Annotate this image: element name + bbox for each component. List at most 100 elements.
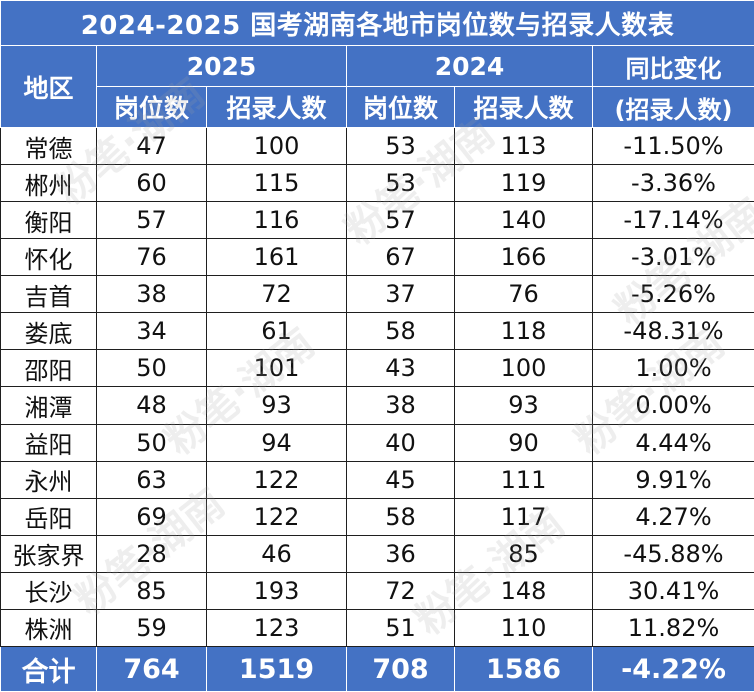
cell-positions-2025: 85 — [96, 571, 207, 610]
cell-yoy: 1.00% — [591, 349, 754, 388]
cell-recruits-2025: 123 — [206, 608, 347, 648]
cell-recruits-2025: 93 — [206, 386, 347, 425]
cell-positions-2025: 69 — [96, 497, 207, 536]
cell-region: 邵阳 — [0, 349, 97, 388]
header-yoy: 同比变化 — [591, 45, 754, 87]
total-positions-2025: 764 — [96, 646, 207, 692]
cell-yoy: -17.14% — [591, 201, 754, 240]
cell-positions-2025: 59 — [96, 608, 207, 648]
cell-recruits-2025: 122 — [206, 460, 347, 499]
cell-region: 张家界 — [0, 534, 97, 573]
table-row: 益阳 50 94 40 90 4.44% — [0, 423, 754, 462]
cell-region: 郴州 — [0, 164, 97, 203]
cell-recruits-2024: 111 — [454, 460, 593, 499]
cell-yoy: 11.82% — [591, 608, 754, 648]
total-yoy: -4.22% — [591, 646, 754, 692]
cell-positions-2024: 36 — [346, 534, 455, 573]
cell-recruits-2025: 61 — [206, 312, 347, 351]
cell-positions-2025: 50 — [96, 349, 207, 388]
cell-positions-2025: 60 — [96, 164, 207, 203]
cell-positions-2024: 67 — [346, 238, 455, 277]
cell-yoy: -3.36% — [591, 164, 754, 203]
cell-region: 湘潭 — [0, 386, 97, 425]
cell-recruits-2024: 140 — [454, 201, 593, 240]
cell-region: 娄底 — [0, 312, 97, 351]
cell-positions-2024: 45 — [346, 460, 455, 499]
cell-recruits-2025: 116 — [206, 201, 347, 240]
cell-yoy: -48.31% — [591, 312, 754, 351]
cell-recruits-2024: 90 — [454, 423, 593, 462]
cell-recruits-2025: 115 — [206, 164, 347, 203]
table-row: 湘潭 48 93 38 93 0.00% — [0, 386, 754, 425]
cell-yoy: 4.44% — [591, 423, 754, 462]
cell-positions-2025: 76 — [96, 238, 207, 277]
cell-positions-2024: 38 — [346, 386, 455, 425]
cell-positions-2025: 47 — [96, 126, 207, 166]
cell-recruits-2024: 118 — [454, 312, 593, 351]
header-year-2025: 2025 — [96, 45, 347, 87]
cell-region: 株洲 — [0, 608, 97, 648]
cell-region: 怀化 — [0, 238, 97, 277]
cell-recruits-2025: 193 — [206, 571, 347, 610]
cell-recruits-2024: 119 — [454, 164, 593, 203]
header-yoy-sub: (招录人数) — [591, 86, 754, 128]
cell-yoy: -3.01% — [591, 238, 754, 277]
cell-region: 衡阳 — [0, 201, 97, 240]
header-year-2024: 2024 — [346, 45, 593, 87]
cell-yoy: -11.50% — [591, 126, 754, 166]
table-row: 娄底 34 61 58 118 -48.31% — [0, 312, 754, 351]
header-positions-2025: 岗位数 — [96, 86, 207, 128]
cell-recruits-2025: 100 — [206, 126, 347, 166]
cell-positions-2025: 38 — [96, 275, 207, 314]
cell-recruits-2024: 100 — [454, 349, 593, 388]
cell-region: 益阳 — [0, 423, 97, 462]
cell-positions-2025: 57 — [96, 201, 207, 240]
table-row: 衡阳 57 116 57 140 -17.14% — [0, 201, 754, 240]
cell-positions-2025: 48 — [96, 386, 207, 425]
cell-positions-2024: 72 — [346, 571, 455, 610]
cell-recruits-2025: 122 — [206, 497, 347, 536]
cell-region: 岳阳 — [0, 497, 97, 536]
total-label: 合计 — [0, 646, 97, 692]
cell-recruits-2025: 101 — [206, 349, 347, 388]
cell-region: 永州 — [0, 460, 97, 499]
header-recruits-2024: 招录人数 — [454, 86, 593, 128]
cell-recruits-2025: 46 — [206, 534, 347, 573]
cell-recruits-2024: 148 — [454, 571, 593, 610]
table-row: 岳阳 69 122 58 117 4.27% — [0, 497, 754, 536]
table-footer: 合计 764 1519 708 1586 -4.22% — [0, 646, 754, 692]
table-row: 永州 63 122 45 111 9.91% — [0, 460, 754, 499]
cell-positions-2025: 50 — [96, 423, 207, 462]
total-positions-2024: 708 — [346, 646, 455, 692]
cell-recruits-2024: 110 — [454, 608, 593, 648]
cell-positions-2024: 37 — [346, 275, 455, 314]
cell-yoy: 0.00% — [591, 386, 754, 425]
table-row: 常德 47 100 53 113 -11.50% — [0, 126, 754, 166]
cell-recruits-2024: 166 — [454, 238, 593, 277]
cell-region: 吉首 — [0, 275, 97, 314]
cell-yoy: 30.41% — [591, 571, 754, 610]
cell-positions-2024: 58 — [346, 312, 455, 351]
cell-positions-2025: 28 — [96, 534, 207, 573]
total-recruits-2025: 1519 — [206, 646, 347, 692]
header-recruits-2025: 招录人数 — [206, 86, 347, 128]
total-recruits-2024: 1586 — [454, 646, 593, 692]
cell-yoy: 9.91% — [591, 460, 754, 499]
cell-recruits-2025: 94 — [206, 423, 347, 462]
cell-positions-2025: 34 — [96, 312, 207, 351]
cell-recruits-2024: 76 — [454, 275, 593, 314]
table-row: 长沙 85 193 72 148 30.41% — [0, 571, 754, 610]
cell-positions-2024: 53 — [346, 126, 455, 166]
cell-region: 常德 — [0, 126, 97, 166]
cell-positions-2024: 43 — [346, 349, 455, 388]
cell-region: 长沙 — [0, 571, 97, 610]
cell-positions-2024: 58 — [346, 497, 455, 536]
cell-positions-2024: 51 — [346, 608, 455, 648]
table-row: 邵阳 50 101 43 100 1.00% — [0, 349, 754, 388]
cell-positions-2024: 53 — [346, 164, 455, 203]
cell-positions-2025: 63 — [96, 460, 207, 499]
cell-recruits-2024: 113 — [454, 126, 593, 166]
total-row: 合计 764 1519 708 1586 -4.22% — [0, 646, 754, 692]
cell-recruits-2024: 85 — [454, 534, 593, 573]
cell-recruits-2024: 117 — [454, 497, 593, 536]
